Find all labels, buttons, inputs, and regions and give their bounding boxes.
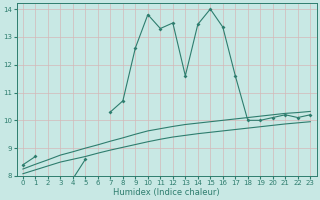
X-axis label: Humidex (Indice chaleur): Humidex (Indice chaleur) [113,188,220,197]
